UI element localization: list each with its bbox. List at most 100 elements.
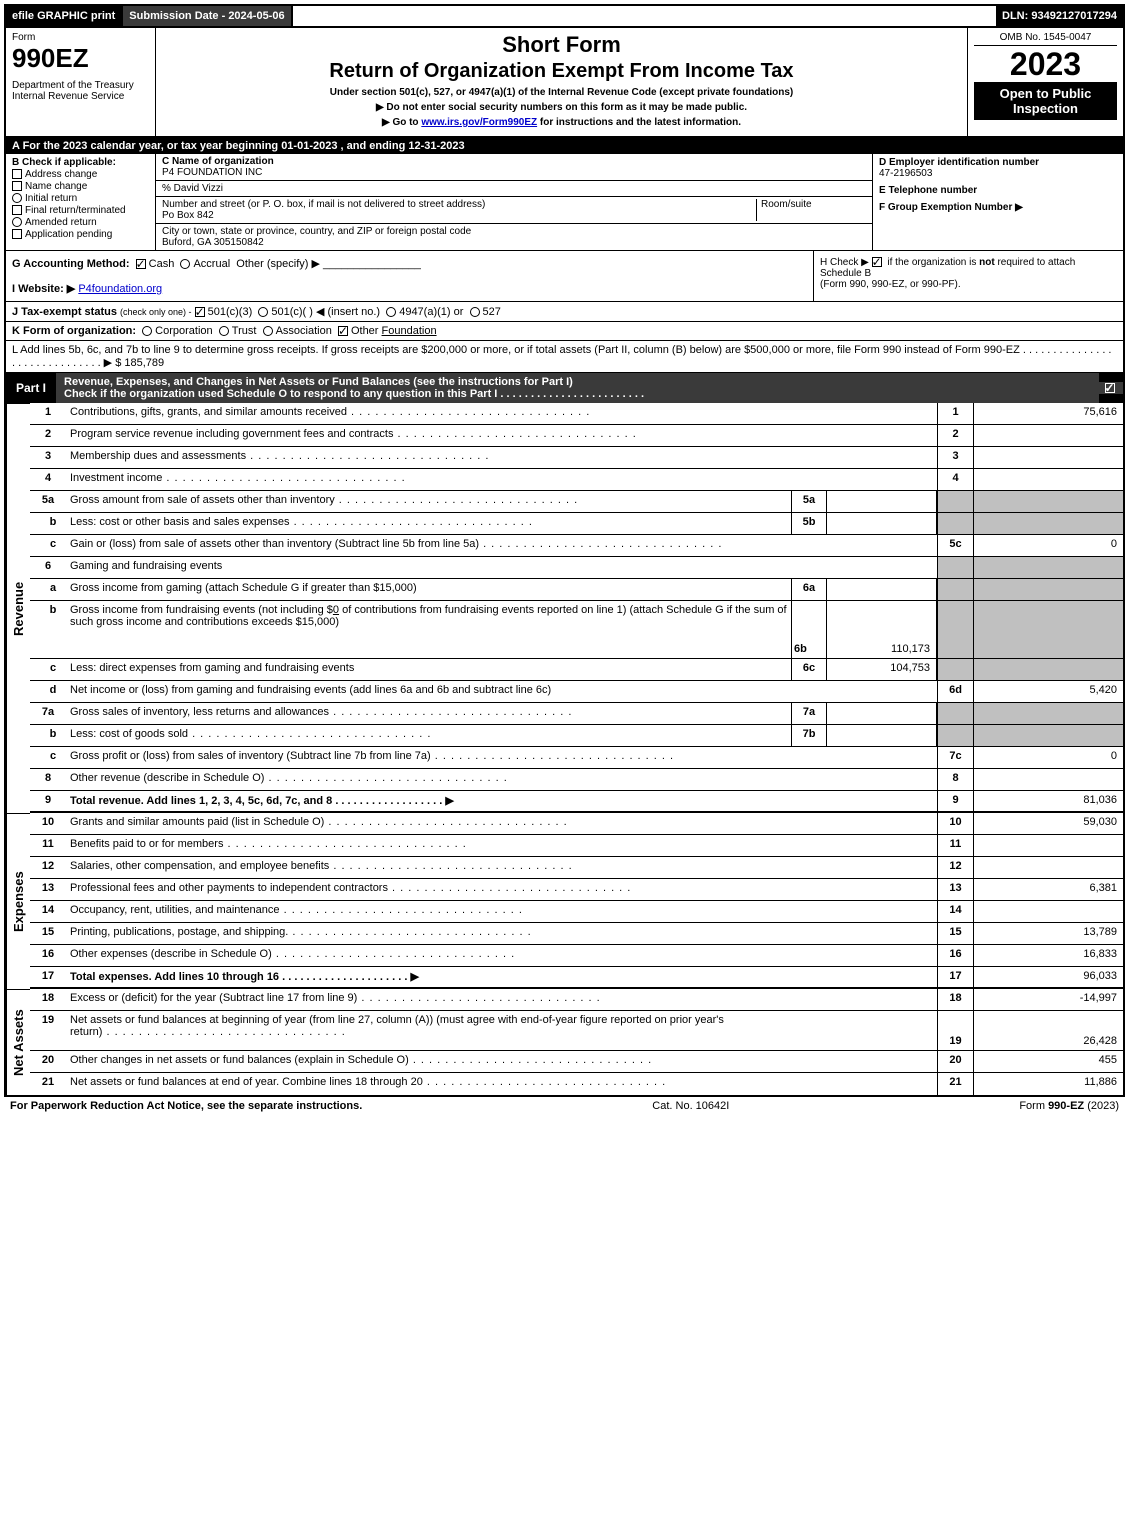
l5c-num: c [30, 535, 66, 556]
line-5a: 5a Gross amount from sale of assets othe… [30, 491, 1123, 513]
part-chk[interactable] [1099, 382, 1123, 394]
chk-corp[interactable] [142, 326, 152, 336]
line-9: 9 Total revenue. Add lines 1, 2, 3, 4, 5… [30, 791, 1123, 813]
line-7c: c Gross profit or (loss) from sales of i… [30, 747, 1123, 769]
l14-num: 14 [30, 901, 66, 922]
l15-rnum: 15 [937, 923, 973, 944]
chk-amended-return[interactable]: Amended return [12, 217, 149, 228]
l20-num: 20 [30, 1051, 66, 1072]
l13-rval: 6,381 [973, 879, 1123, 900]
header-right: OMB No. 1545-0047 2023 Open to Public In… [968, 28, 1123, 136]
l6a-rnum [937, 579, 973, 600]
chk-final-return[interactable]: Final return/terminated [12, 205, 149, 216]
tax-year: 2023 [974, 48, 1117, 80]
row-a-calendar-year: A For the 2023 calendar year, or tax yea… [6, 138, 1123, 154]
topbar-spacer [293, 6, 996, 26]
l11-rnum: 11 [937, 835, 973, 856]
chk-501c3[interactable] [195, 307, 205, 317]
chk-other-org[interactable] [338, 326, 348, 336]
chk-cash[interactable] [136, 259, 146, 269]
room-label: Room/suite [761, 199, 866, 210]
line-6c: c Less: direct expenses from gaming and … [30, 659, 1123, 681]
l13-desc: Professional fees and other payments to … [66, 879, 937, 900]
l7c-rval: 0 [973, 747, 1123, 768]
form-title: Return of Organization Exempt From Incom… [164, 60, 959, 83]
l17-rval: 96,033 [973, 967, 1123, 987]
l11-desc: Benefits paid to or for members [66, 835, 937, 856]
l14-rnum: 14 [937, 901, 973, 922]
l5c-rnum: 5c [937, 535, 973, 556]
l7c-rnum: 7c [937, 747, 973, 768]
form-container: efile GRAPHIC print Submission Date - 20… [4, 4, 1125, 1097]
revenue-section: Revenue 1 Contributions, gifts, grants, … [6, 403, 1123, 813]
l6d-rval: 5,420 [973, 681, 1123, 702]
l18-desc: Excess or (deficit) for the year (Subtra… [66, 989, 937, 1010]
sub3-pre: ▶ Go to [382, 117, 421, 128]
street-value: Po Box 842 [162, 210, 756, 221]
chk-assoc[interactable] [263, 326, 273, 336]
chk-application-pending[interactable]: Application pending [12, 229, 149, 240]
chk-address-change[interactable]: Address change [12, 169, 149, 180]
other-line[interactable]: ________________ [323, 258, 421, 270]
l7b-sn: 7b [791, 725, 827, 746]
l13-num: 13 [30, 879, 66, 900]
l10-desc: Grants and similar amounts paid (list in… [66, 813, 937, 834]
chk-accrual[interactable] [180, 259, 190, 269]
netassets-label: Net Assets [6, 989, 30, 1095]
street-label: Number and street (or P. O. box, if mail… [162, 199, 756, 210]
l19-rval: 26,428 [973, 1011, 1123, 1050]
footer-right: Form 990-EZ (2023) [1019, 1100, 1119, 1112]
row-k: K Form of organization: Corporation Trus… [6, 322, 1123, 341]
l14-rval [973, 901, 1123, 922]
col-c-orgname: C Name of organization P4 FOUNDATION INC… [156, 154, 873, 250]
l15-num: 15 [30, 923, 66, 944]
l3-desc: Membership dues and assessments [66, 447, 937, 468]
l7c-num: c [30, 747, 66, 768]
l12-desc: Salaries, other compensation, and employ… [66, 857, 937, 878]
l6a-rval [973, 579, 1123, 600]
l1-rnum: 1 [937, 403, 973, 424]
l3-rnum: 3 [937, 447, 973, 468]
l6a-sv [827, 579, 937, 600]
chk-4947[interactable] [386, 307, 396, 317]
l2-rval [973, 425, 1123, 446]
l15-rval: 13,789 [973, 923, 1123, 944]
l12-rval [973, 857, 1123, 878]
efile-label[interactable]: efile GRAPHIC print [6, 6, 123, 26]
l5b-rval [973, 513, 1123, 534]
l5c-rval: 0 [973, 535, 1123, 556]
l6a-num: a [30, 579, 66, 600]
netassets-section: Net Assets 18 Excess or (deficit) for th… [6, 989, 1123, 1095]
line-21: 21 Net assets or fund balances at end of… [30, 1073, 1123, 1095]
form-number: 990EZ [12, 43, 149, 74]
chk-501c[interactable] [258, 307, 268, 317]
website-link[interactable]: P4foundation.org [78, 283, 162, 295]
l6-num: 6 [30, 557, 66, 578]
chk-527[interactable] [470, 307, 480, 317]
line-15: 15 Printing, publications, postage, and … [30, 923, 1123, 945]
l20-rnum: 20 [937, 1051, 973, 1072]
l9-num: 9 [30, 791, 66, 811]
line-1: 1 Contributions, gifts, grants, and simi… [30, 403, 1123, 425]
expenses-section: Expenses 10 Grants and similar amounts p… [6, 813, 1123, 989]
d-ein-label: D Employer identification number [879, 157, 1117, 168]
l5b-desc: Less: cost or other basis and sales expe… [66, 513, 791, 534]
chk-name-change[interactable]: Name change [12, 181, 149, 192]
chk-schedule-b[interactable] [872, 257, 882, 267]
l11-rval [973, 835, 1123, 856]
chk-trust[interactable] [219, 326, 229, 336]
chk-initial-return[interactable]: Initial return [12, 193, 149, 204]
g-label: G Accounting Method: [12, 258, 130, 270]
l16-num: 16 [30, 945, 66, 966]
irs-link[interactable]: www.irs.gov/Form990EZ [421, 117, 537, 128]
accrual-label: Accrual [193, 258, 230, 270]
h-txt1: H Check ▶ [820, 257, 869, 268]
c-name-row: C Name of organization P4 FOUNDATION INC [156, 154, 872, 181]
header-left: Form 990EZ Department of the Treasury In… [6, 28, 156, 136]
l6a-sn: 6a [791, 579, 827, 600]
l3-rval [973, 447, 1123, 468]
l17-desc: Total expenses. Add lines 10 through 16 … [66, 967, 937, 987]
dept-label: Department of the Treasury Internal Reve… [12, 80, 149, 102]
l6c-rval [973, 659, 1123, 680]
city-label: City or town, state or province, country… [162, 226, 866, 237]
